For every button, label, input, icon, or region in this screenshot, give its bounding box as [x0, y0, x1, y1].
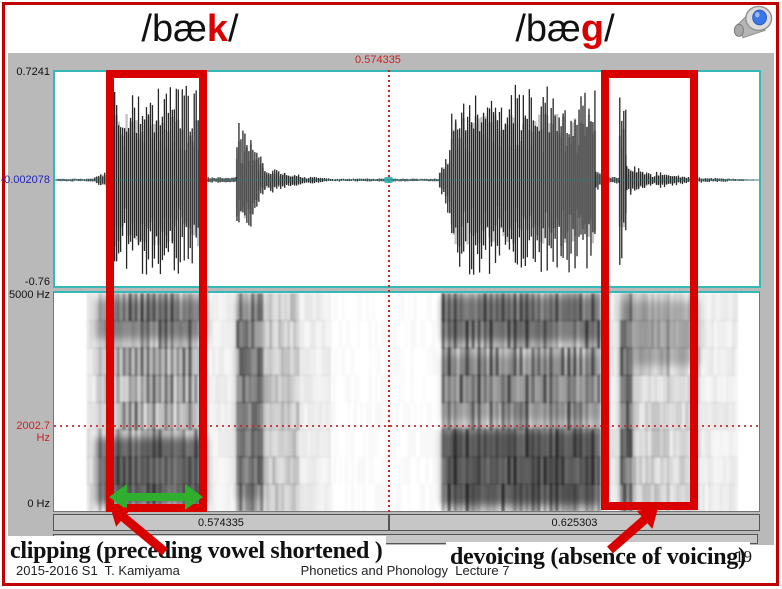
freq-min-label: 0 Hz: [27, 498, 50, 510]
cursor-marker: [384, 177, 393, 183]
title-baek-accent: k: [206, 8, 229, 50]
title-baek-pre: /bæ: [141, 8, 207, 50]
highlight-rect-devoiced-g: [601, 70, 698, 510]
highlight-rect-vowel: [106, 70, 207, 512]
waveform-panel[interactable]: [53, 70, 761, 288]
selection-bar-left[interactable]: 0.574335: [53, 514, 389, 531]
cursor-vertical-line: [388, 70, 390, 514]
amplitude-cursor-label: -0.002078: [0, 174, 50, 186]
frequency-cursor-line: [54, 425, 759, 427]
speaker-icon[interactable]: [732, 2, 778, 44]
freq-cursor-label: 2002.7 Hz: [16, 420, 50, 444]
title-baeg-pre: /bæ: [515, 8, 581, 50]
amplitude-min-label: -0.76: [24, 276, 50, 288]
spectrogram-plot: [86, 293, 738, 511]
annotation-clipping: clipping (preceding vowel shortened ): [6, 536, 387, 565]
title-baek-post: /: [228, 8, 239, 50]
page-number: 19: [735, 547, 752, 566]
amplitude-max-label: 0.7241: [16, 66, 50, 78]
freq-max-label: 5000 Hz: [9, 289, 50, 301]
title-baeg: /bæg/: [470, 6, 660, 52]
footer-lecture-title: Phonetics and Phonology Lecture 7: [300, 563, 510, 578]
spectrogram-panel[interactable]: [53, 291, 760, 512]
title-baek: /bæk/: [95, 6, 285, 52]
selection-bar-right[interactable]: 0.625303: [389, 514, 760, 531]
title-baeg-accent: g: [580, 8, 605, 50]
selection-duration-top: 0.574335: [355, 54, 401, 66]
footer-course-info: 2015-2016 S1 T. Kamiyama: [16, 563, 180, 578]
title-baeg-post: /: [604, 8, 615, 50]
